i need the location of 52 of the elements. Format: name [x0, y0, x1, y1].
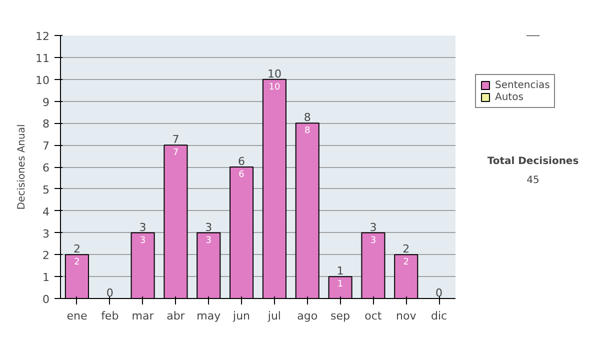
- x-tick-label: jul: [266, 310, 282, 322]
- data-label: 2: [403, 258, 409, 268]
- x-tick-label: may: [196, 310, 222, 322]
- y-tick-label: 4: [42, 205, 50, 218]
- legend-label: Autos: [495, 91, 524, 103]
- x-tick-label: dic: [431, 310, 448, 322]
- y-tick-label: 1: [42, 271, 50, 284]
- data-label: 1: [337, 280, 344, 290]
- total-label: 2: [402, 242, 410, 256]
- total-label: 8: [304, 111, 311, 124]
- x-tick-label: abr: [166, 310, 186, 322]
- data-label: 10: [268, 82, 280, 92]
- y-tick-label: 7: [42, 140, 50, 153]
- x-tick-label: oct: [364, 310, 382, 322]
- y-tick-label: 11: [36, 52, 50, 65]
- y-tick-label: 3: [42, 227, 50, 240]
- y-tick-label: 9: [42, 96, 50, 109]
- total-label: 3: [205, 220, 212, 234]
- y-tick-label: 0: [42, 293, 50, 306]
- data-label: 2: [74, 258, 80, 268]
- total-label: 10: [267, 67, 282, 80]
- y-tick-label: 8: [42, 118, 50, 131]
- data-label: 6: [238, 170, 245, 180]
- x-tick-label: mar: [132, 310, 154, 322]
- data-label: 3: [370, 236, 376, 246]
- y-tick-label: 6: [42, 162, 50, 174]
- y-axis-title: Decisiones Anual: [16, 124, 28, 210]
- x-tick-label: ago: [297, 310, 318, 322]
- total-label: 3: [139, 220, 146, 234]
- total-label: 2: [73, 242, 80, 256]
- total-label: 1: [336, 264, 344, 278]
- text: Total Decisiones: [487, 156, 579, 167]
- y-tick-label: 10: [36, 74, 50, 87]
- data-label: 8: [304, 126, 311, 136]
- x-tick-label: jun: [232, 310, 250, 322]
- total-label: 0: [106, 286, 114, 300]
- total-label: 3: [370, 220, 377, 234]
- y-tick-label: 5: [42, 183, 50, 196]
- x-tick-label: ene: [66, 310, 88, 322]
- x-tick-label: sep: [330, 310, 350, 322]
- total-label: 0: [436, 286, 443, 300]
- legend-label: Sentencias: [495, 79, 550, 91]
- x-tick-label: nov: [396, 310, 417, 322]
- data-label: 7: [172, 148, 179, 158]
- total-label: 6: [238, 155, 246, 168]
- data-label: 3: [140, 236, 146, 246]
- y-tick-label: 2: [42, 249, 50, 262]
- data-label: 3: [206, 236, 212, 246]
- y-tick-label: 12: [36, 30, 50, 43]
- total-label: 7: [172, 133, 180, 146]
- x-tick-label: feb: [101, 310, 119, 322]
- text: 45: [526, 174, 540, 186]
